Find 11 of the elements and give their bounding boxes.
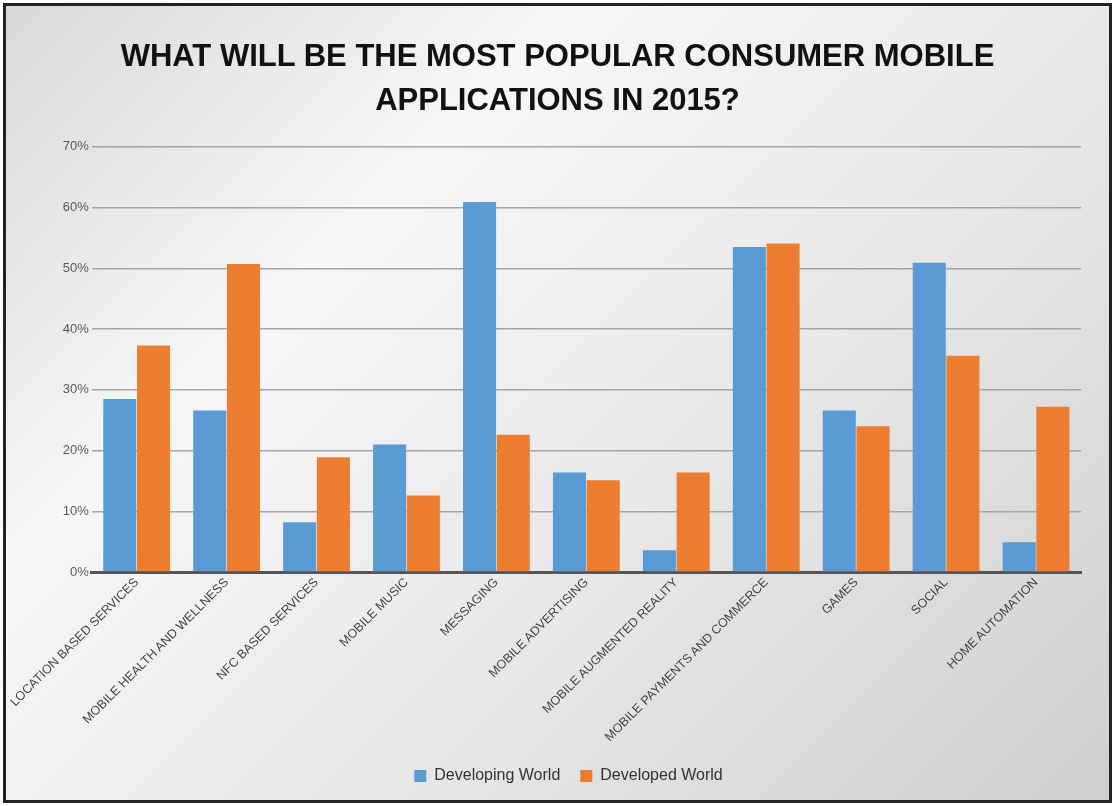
- y-tick-label: 0%: [69, 563, 90, 579]
- y-tick-label: 60%: [62, 199, 90, 215]
- legend-label: Developing World: [434, 766, 561, 784]
- legend-label: Developed World: [600, 766, 723, 784]
- y-tick-label: 70%: [62, 138, 90, 154]
- y-tick-label: 50%: [62, 259, 90, 275]
- y-tick-label: 10%: [62, 502, 90, 518]
- chart-title: WHAT WILL BE THE MOST POPULAR CONSUMER MOBILE APPLICATIONS IN 2015?: [119, 37, 996, 119]
- y-tick-label: 40%: [62, 320, 90, 336]
- y-tick-label: 30%: [62, 381, 90, 397]
- y-tick-label: 20%: [62, 442, 90, 458]
